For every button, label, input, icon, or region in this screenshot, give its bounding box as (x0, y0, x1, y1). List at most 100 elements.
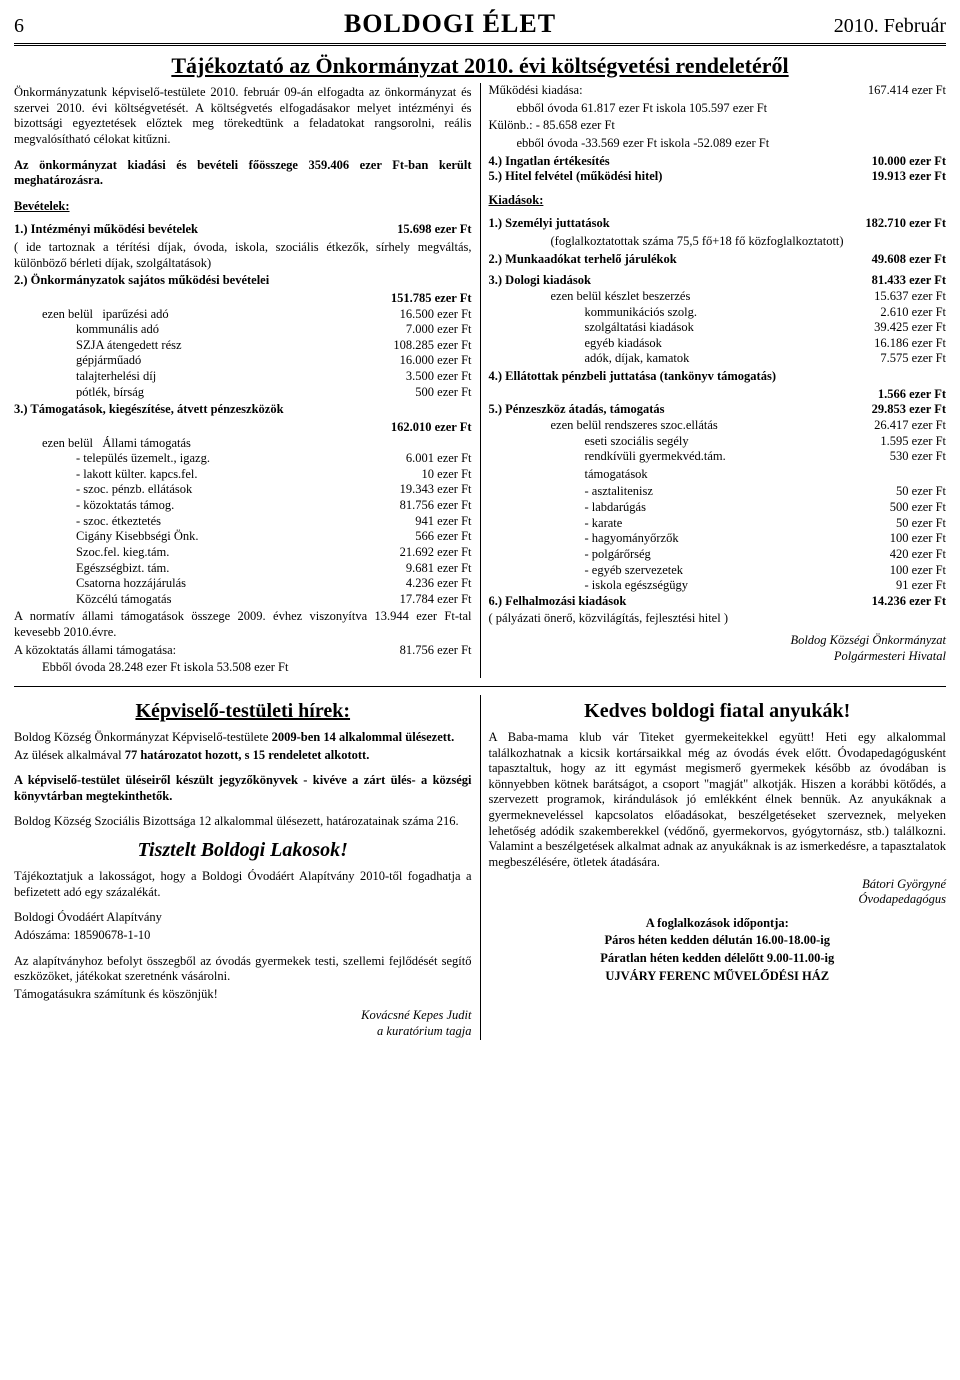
k6-label: 6.) Felhalmozási kiadások (489, 594, 872, 610)
k1-note: (foglalkoztatottak száma 75,5 fő+18 fő k… (489, 234, 947, 250)
k5-tam-label: - iskola egészségügy (489, 578, 897, 594)
k2-line: 2.) Munkaadókat terhelő járulékok 49.608… (489, 252, 947, 268)
s1-note: ( ide tartoznak a térítési díjak, óvoda,… (14, 240, 472, 271)
article1-columns: Önkormányzatunk képviselő-testülete 2010… (14, 83, 946, 678)
s3-allami: Állami támogatás (102, 436, 191, 450)
a2l-p3: A képviselő-testület üléseiről készült j… (14, 773, 472, 804)
tail2-val: 81.756 ezer Ft (400, 643, 472, 659)
s3-item2-val: 9.681 ezer Ft (406, 561, 472, 577)
s3-item-label: - szoc. pénzb. ellátások (14, 482, 400, 498)
s3-item-val: 6.001 ezer Ft (406, 451, 472, 467)
k5-item-val: 26.417 ezer Ft (874, 418, 946, 434)
k5-tam-item: - asztalitenisz50 ezer Ft (489, 484, 947, 500)
k5-tam-val: 100 ezer Ft (890, 563, 946, 579)
s3-item-label: - közoktatás támog. (14, 498, 400, 514)
a2l-signature: Kovácsné Kepes Judit a kuratórium tagja (14, 1008, 472, 1039)
k5-label: 5.) Pénzeszköz átadás, támogatás (489, 402, 872, 418)
a2r-sig2: Óvodapedagógus (489, 892, 947, 908)
s3-item-val: 81.756 ezer Ft (400, 498, 472, 514)
k3-item: egyéb kiadások16.186 ezer Ft (489, 336, 947, 352)
column-divider-2 (480, 695, 481, 1040)
s3-item: - település üzemelt., igazg.6.001 ezer F… (14, 451, 472, 467)
k3-item: adók, díjak, kamatok7.575 ezer Ft (489, 351, 947, 367)
s2-item-val: 16.500 ezer Ft (400, 307, 472, 323)
ezen-belul: ezen belül (42, 307, 93, 321)
s2-item-val: 500 ezer Ft (415, 385, 471, 401)
s3-item-val: 10 ezer Ft (422, 467, 472, 483)
s2-item-label: pótlék, bírság (14, 385, 415, 401)
article2-columns: Képviselő-testületi hírek: Boldog Község… (14, 695, 946, 1040)
k3-label: 3.) Dologi kiadások (489, 273, 872, 289)
s2-item-val: 108.285 ezer Ft (393, 338, 471, 354)
a2l-p8: Az alapítványhoz befolyt összegből az óv… (14, 954, 472, 985)
k5-tam-val: 50 ezer Ft (896, 484, 946, 500)
s3-value-line: 162.010 ezer Ft (14, 420, 472, 436)
article1-title: Tájékoztató az Önkormányzat 2010. évi kö… (14, 52, 946, 80)
a2l-p2: Az ülések alkalmával 77 határozatot hozo… (14, 748, 472, 764)
s3-item-label: - település üzemelt., igazg. (14, 451, 406, 467)
s2-item-val: 16.000 ezer Ft (400, 353, 472, 369)
bevetelek-heading: Bevételek: (14, 199, 472, 215)
k3-item-val: 16.186 ezer Ft (874, 336, 946, 352)
s2-value-line: 151.785 ezer Ft (14, 291, 472, 307)
k5-tam-label: - egyéb szervezetek (489, 563, 890, 579)
s2-label: 2.) Önkormányzatok sajátos működési bevé… (14, 273, 472, 289)
k6-note: ( pályázati önerő, közvilágítás, fejlesz… (489, 611, 947, 627)
article2-right-head: Kedves boldogi fiatal anyukák! (489, 699, 947, 724)
s2-item: ezen belül iparűzési adó 16.500 ezer Ft (14, 307, 472, 323)
s2-item: SZJA átengedett rész108.285 ezer Ft (14, 338, 472, 354)
a2l-p6: Boldogi Óvodáért Alapítvány (14, 910, 472, 926)
mid-rule (14, 686, 946, 687)
s1-value: 15.698 ezer Ft (397, 222, 471, 238)
s3-item2: Közcélú támogatás17.784 ezer Ft (14, 592, 472, 608)
s3-item2-val: 21.692 ezer Ft (400, 545, 472, 561)
s3-item2-label: Cigány Kisebbségi Önk. (14, 529, 415, 545)
s3-item2: Csatorna hozzájárulás4.236 ezer Ft (14, 576, 472, 592)
s3-item-val: 941 ezer Ft (415, 514, 471, 530)
s2-item-label: talajterhelési díj (14, 369, 406, 385)
s3-item-label: - szoc. étkeztetés (14, 514, 415, 530)
k5-item-val: 1.595 ezer Ft (880, 434, 946, 450)
k1-line: 1.) Személyi juttatások 182.710 ezer Ft (489, 216, 947, 232)
s2-item-label: iparűzési adó (102, 307, 168, 321)
s2-item-label: gépjárműadó (14, 353, 400, 369)
a2l-p4: Boldog Község Szociális Bizottsága 12 al… (14, 814, 472, 830)
tail2-label: A közoktatás állami támogatása: (14, 643, 400, 659)
tail3: Ebből óvoda 28.248 ezer Ft iskola 53.508… (14, 660, 472, 676)
s3-item2-val: 17.784 ezer Ft (400, 592, 472, 608)
column-divider (480, 83, 481, 678)
k3-val: 81.433 ezer Ft (872, 273, 946, 289)
s2-item: gépjárműadó16.000 ezer Ft (14, 353, 472, 369)
k5-item: rendkívüli gyermekvéd.tám.530 ezer Ft (489, 449, 947, 465)
k5-line: 5.) Pénzeszköz átadás, támogatás 29.853 … (489, 402, 947, 418)
a2l-p2a: Az ülések alkalmával (14, 748, 125, 762)
a2l-p1a: Boldog Község Önkormányzat Képviselő-tes… (14, 730, 272, 744)
k5-item-label: eseti szociális segély (489, 434, 881, 450)
k5-tam-label: - labdarúgás (489, 500, 890, 516)
k5-val: 29.853 ezer Ft (872, 402, 946, 418)
s5-line: 5.) Hitel felvétel (működési hitel) 19.9… (489, 169, 947, 185)
mukodesi-line: Működési kiadása: 167.414 ezer Ft (489, 83, 947, 99)
k5-tam-val: 91 ezer Ft (896, 578, 946, 594)
s4-val: 10.000 ezer Ft (872, 154, 946, 170)
s3-item2: Szoc.fel. kieg.tám.21.692 ezer Ft (14, 545, 472, 561)
k5-tam-label: - polgárőrség (489, 547, 890, 563)
s2-item-val: 7.000 ezer Ft (406, 322, 472, 338)
s2-item-label: SZJA átengedett rész (14, 338, 393, 354)
budget-summary: Az önkormányzat kiadási és bevételi főös… (14, 158, 472, 189)
a2l-p7: Adószáma: 18590678-1-10 (14, 928, 472, 944)
sig-line2: Polgármesteri Hivatal (489, 649, 947, 665)
ezen-belul: ezen belül (42, 436, 93, 450)
s3-item: - lakott külter. kapcs.fel.10 ezer Ft (14, 467, 472, 483)
s2-value: 151.785 ezer Ft (391, 291, 472, 307)
s5-label: 5.) Hitel felvétel (működési hitel) (489, 169, 872, 185)
s2-item-label: kommunális adó (14, 322, 406, 338)
k5-tam-label: támogatások (489, 467, 947, 483)
s2-item-val: 3.500 ezer Ft (406, 369, 472, 385)
k5-item-label: ezen belül rendszeres szoc.ellátás (489, 418, 875, 434)
s3-allami-line: ezen belül Állami támogatás (14, 436, 472, 452)
mukodesi-line2: ebből óvoda 61.817 ezer Ft iskola 105.59… (489, 101, 947, 117)
s3-item2-label: Szoc.fel. kieg.tám. (14, 545, 400, 561)
k3-item-val: 39.425 ezer Ft (874, 320, 946, 336)
s3-item: - szoc. étkeztetés941 ezer Ft (14, 514, 472, 530)
